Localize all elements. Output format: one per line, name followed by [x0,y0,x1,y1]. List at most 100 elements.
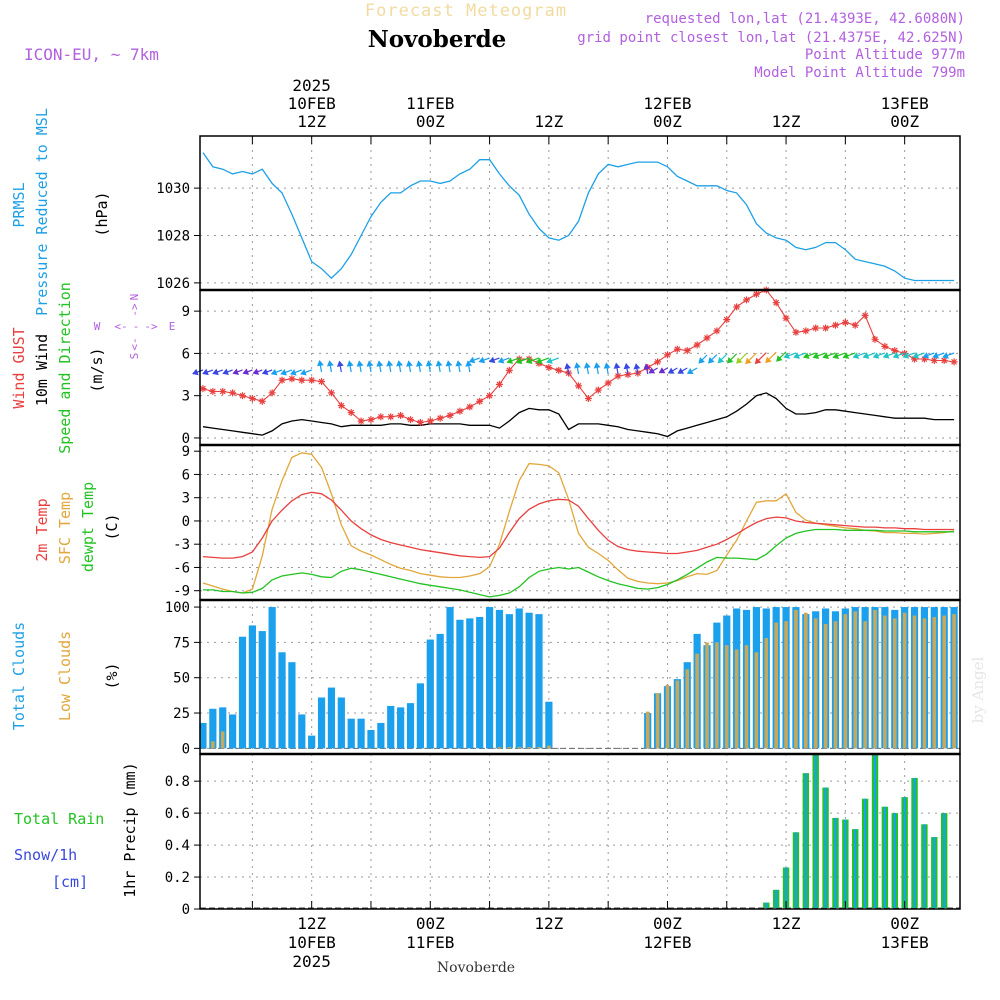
precip-bar [871,754,879,908]
cloud-low-bar [665,684,670,749]
gust-marker [555,366,563,374]
precip-bar [772,889,780,908]
precip-bar [891,813,898,908]
gust-marker [476,397,484,405]
gust-marker [327,389,335,397]
wind-direction-arrow [415,360,423,373]
wind-direction-arrow [932,352,945,359]
precip-bar [782,867,790,908]
cloud-low-bar [912,615,917,749]
cloud-total-bar [258,631,266,749]
cloud-total-bar [209,708,217,749]
gust-marker [881,342,889,350]
cloud-total-bar [416,683,424,749]
gust-marker [950,358,958,366]
precip-label-rain: Total Rain [14,810,104,828]
wind-direction-arrow [300,369,312,376]
pressure-labels: PRMSL Pressure Reduced to MSL (hPa) [10,108,111,316]
temp-label-2m: 2m Temp [33,498,51,561]
cloud-low-bar [744,645,749,749]
wind-direction-arrow [222,368,233,376]
cloud-total-bar [298,714,306,749]
precip-unit: 1hr Precip (mm) [121,762,139,897]
top-time-label: 2025 [292,76,331,95]
watermark: by Angel [969,656,987,723]
y-tick-label: 0.4 [165,838,190,854]
wind-label-gust: Wind GUST [10,327,28,408]
precip-bar [911,777,918,908]
gust-marker [426,417,434,425]
wind-direction-arrow [366,360,374,373]
wind-direction-arrow [942,352,955,359]
wind-direction-arrow [822,352,836,360]
y-tick-label: 0.6 [165,806,190,822]
precip-bar [802,773,810,908]
gust-marker [594,386,602,394]
cloud-low-bar [724,645,729,749]
wind-direction-arrow [912,352,925,359]
cloud-total-bar [515,608,523,749]
cloud-total-bar [495,609,504,749]
gust-marker [822,324,830,332]
gust-marker [683,347,691,355]
gust-marker [446,411,454,419]
bottom-time-label: 11FEB [406,933,454,952]
y-tick-label: -6 [173,560,190,576]
wind-direction-arrow [386,360,394,373]
gust-marker [723,316,731,324]
gust-marker [495,380,503,388]
wind-direction-arrow [667,367,678,374]
wind-direction-arrow [336,360,344,373]
compass-arrow-down: <- [128,337,141,350]
gust-marker [209,387,217,395]
cloud-total-bar [436,633,444,749]
wind-direction-arrow [882,352,895,359]
wind-labels: Wind GUST 10m Wind Speed and Direction (… [10,282,175,454]
wind-direction-arrow [515,357,530,365]
cloud-total-bar [327,687,336,749]
gust-marker [861,311,869,319]
wind-direction-arrow [468,356,480,364]
pressure-label-prmsl: PRMSL [10,182,28,227]
bottom-time-label: 00Z [416,914,445,933]
gust-marker [743,296,751,304]
cloud-low-bar [220,731,225,749]
wind-direction-arrow [506,357,520,364]
wind-direction-arrow [736,352,747,364]
wind-direction-arrow [326,360,334,373]
bottom-time-label: 10FEB [288,933,336,952]
gust-marker [367,416,375,424]
wind-direction-arrow [613,362,621,375]
wind-direction-arrow [192,368,204,376]
cloud-total-bar [426,639,434,749]
cloud-total-bar [248,625,256,749]
wind-direction-arrow [497,357,510,364]
compass-center: - [133,320,140,333]
gust-marker [851,321,859,329]
cloud-low-bar [813,618,818,749]
wind-direction-arrow [892,352,905,359]
wind-direction-arrow [525,357,540,365]
compass-arrow-right: -> [144,320,158,333]
top-time-label: 10FEB [288,94,336,113]
wind-direction-arrow [872,352,886,359]
pressure-label-full: Pressure Reduced to MSL [33,108,51,316]
cloud-low-bar [833,621,838,749]
top-time-label: 00Z [653,112,682,131]
cloud-total-bar [288,662,296,749]
cloud-total-bar [278,652,286,749]
cloud-low-bar [211,741,215,749]
gust-marker [575,382,583,390]
wind-gust-line [202,289,955,424]
gust-marker [397,411,405,419]
precip-bar [763,902,770,908]
gust-marker [772,299,780,307]
gust-marker [505,366,513,374]
precip-bar [881,806,889,908]
y-tick-label: 0 [182,902,190,918]
wind-direction-arrow [593,362,601,375]
y-tick-label: -9 [173,584,190,600]
precip-labels: Total Rain Snow/1h [cm] 1hr Precip (mm) [14,762,139,897]
